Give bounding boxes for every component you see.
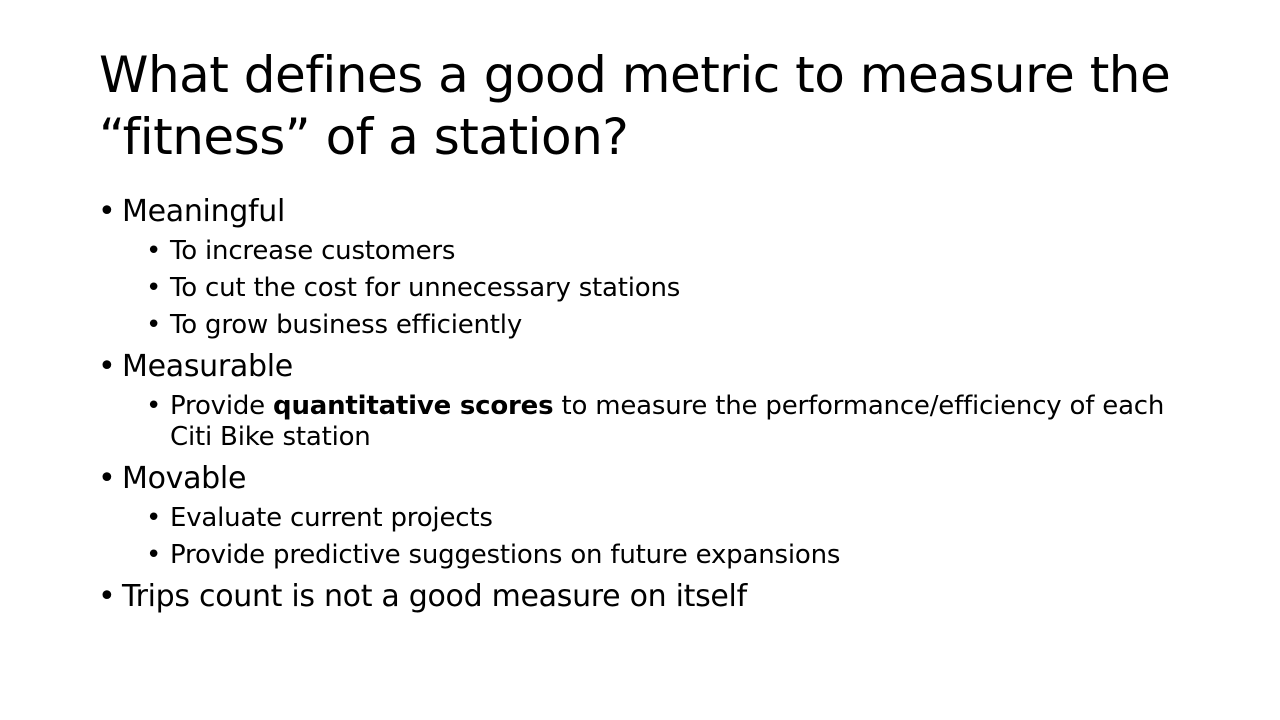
bullet-item-measurable: • Measurable — [98, 347, 1188, 387]
sub-bullet-text: Evaluate current projects — [170, 503, 493, 533]
bullet-icon: • — [146, 503, 162, 533]
bullet-icon: • — [146, 273, 162, 303]
sub-list-meaningful: • To increase customers • To cut the cos… — [98, 236, 1188, 341]
sub-bullet-text: Provide predictive suggestions on future… — [170, 540, 841, 570]
bullet-icon: • — [146, 310, 162, 340]
bullet-list: • Meaningful • To increase customers • T… — [98, 192, 1188, 617]
sub-bullet-item: • Provide predictive suggestions on futu… — [122, 540, 1188, 571]
sub-bullet-text: To grow business efficiently — [170, 310, 523, 340]
sub-bullet-text: To cut the cost for unnecessary stations — [170, 273, 681, 303]
sub-list-measurable: • Provide quantitative scores to measure… — [98, 391, 1188, 453]
bullet-text: Trips count is not a good measure on its… — [122, 579, 747, 614]
bullet-icon: • — [146, 236, 162, 266]
bullet-text: Movable — [122, 461, 247, 496]
bullet-icon: • — [146, 391, 162, 421]
bullet-item-meaningful: • Meaningful — [98, 192, 1188, 232]
sub-bullet-item: • To grow business efficiently — [122, 310, 1188, 341]
sub-list-movable: • Evaluate current projects • Provide pr… — [98, 503, 1188, 571]
bullet-icon: • — [98, 194, 116, 229]
sub-bullet-text-post: to measure the performance/efficiency of… — [170, 391, 1165, 452]
sub-bullet-item: • Provide quantitative scores to measure… — [122, 391, 1188, 453]
sub-bullet-item: • To increase customers — [122, 236, 1188, 267]
sub-bullet-text-pre: Provide — [170, 391, 274, 421]
sub-bullet-item: • To cut the cost for unnecessary statio… — [122, 273, 1188, 304]
bullet-icon: • — [98, 349, 116, 384]
sub-bullet-text: To increase customers — [170, 236, 456, 266]
sub-bullet-emphasis: quantitative scores — [273, 391, 554, 421]
bullet-text: Measurable — [122, 349, 293, 384]
sub-bullet-item: • Evaluate current projects — [122, 503, 1188, 534]
bullet-icon: • — [98, 461, 116, 496]
bullet-text: Meaningful — [122, 194, 286, 229]
bullet-item-trips-count: • Trips count is not a good measure on i… — [98, 577, 1188, 617]
bullet-icon: • — [98, 579, 116, 614]
slide-content: • Meaningful • To increase customers • T… — [98, 192, 1188, 617]
bullet-icon: • — [146, 540, 162, 570]
bullet-item-movable: • Movable — [98, 459, 1188, 499]
slide-title: What defines a good metric to measure th… — [99, 46, 1171, 166]
